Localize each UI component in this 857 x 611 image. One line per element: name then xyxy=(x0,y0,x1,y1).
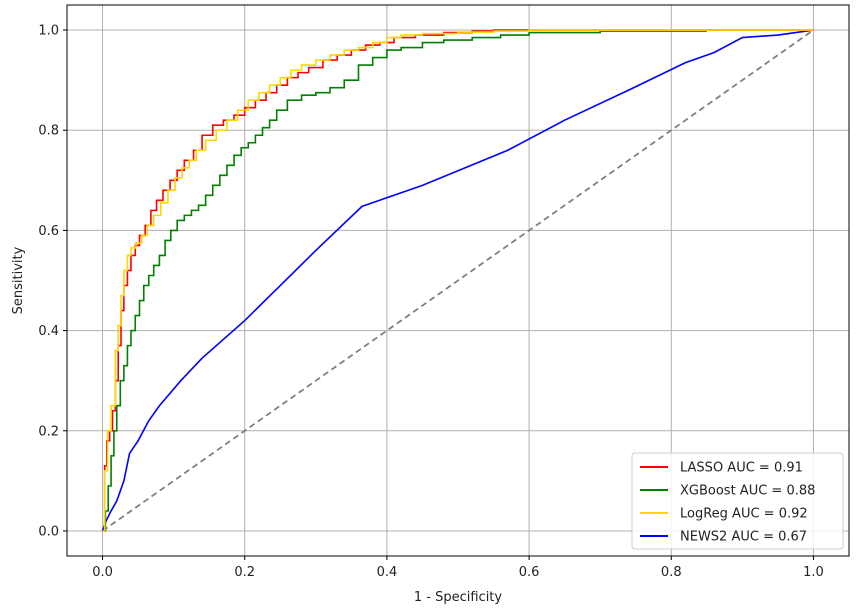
legend-entry-news2: NEWS2 AUC = 0.67 xyxy=(680,530,807,545)
x-tick-label: 0.8 xyxy=(661,565,682,580)
legend-entry-lasso: LASSO AUC = 0.91 xyxy=(680,461,803,476)
series-line-logreg xyxy=(102,29,814,532)
y-axis-label: Sensitivity xyxy=(11,246,26,314)
y-tick-label: 1.0 xyxy=(38,24,59,39)
x-tick-label: 0.4 xyxy=(377,565,398,580)
y-tick-label: 0.6 xyxy=(38,224,59,239)
y-tick-label: 0.2 xyxy=(38,424,59,439)
x-tick-label: 0.6 xyxy=(519,565,540,580)
legend-entry-xgboost: XGBoost AUC = 0.88 xyxy=(680,484,815,499)
axis-ticks: 0.0 0.2 0.4 0.6 0.8 1.0 0.0 0.2 0.4 0.6 0.8 1.0 xyxy=(38,24,823,580)
legend-box xyxy=(631,452,844,550)
series-line-news2 xyxy=(101,29,814,532)
series-line-xgboost xyxy=(102,30,707,532)
reference-diagonal-line xyxy=(102,29,814,532)
y-tick-label: 0.4 xyxy=(38,324,59,339)
plot-frame xyxy=(66,4,850,557)
legend-entry-logreg: LogReg AUC = 0.92 xyxy=(680,507,808,522)
y-tick-label: 0.0 xyxy=(38,524,59,539)
x-tick-label: 1.0 xyxy=(803,565,824,580)
x-tick-label: 0.2 xyxy=(234,565,255,580)
grid-lines xyxy=(67,5,849,556)
y-tick-label: 0.8 xyxy=(38,124,59,139)
series-layer xyxy=(101,29,814,532)
x-tick-label: 0.0 xyxy=(92,565,113,580)
legend: LASSO AUC = 0.91 XGBoost AUC = 0.88 LogReg… xyxy=(631,452,844,550)
x-axis-label: 1 - Specificity xyxy=(414,590,503,605)
